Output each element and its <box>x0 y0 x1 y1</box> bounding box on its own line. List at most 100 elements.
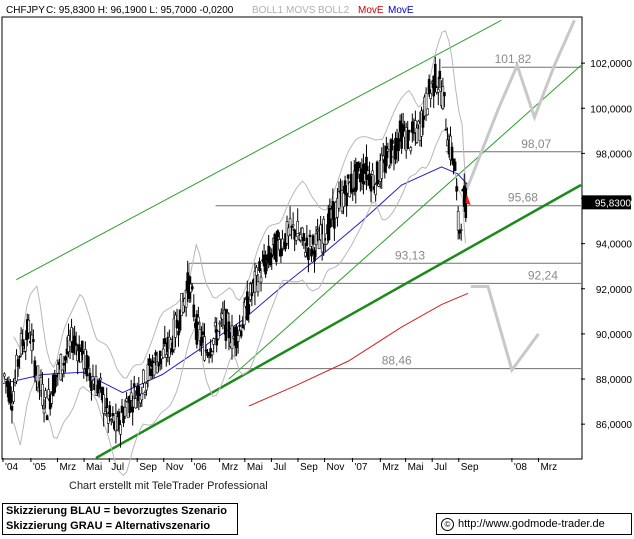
y-tick-label: 102,0000 <box>590 59 632 70</box>
candle-body <box>294 236 298 241</box>
candle-body <box>238 324 241 327</box>
candle-body <box>307 248 310 261</box>
chart-credit: Chart erstellt mit TeleTrader Profession… <box>69 480 268 492</box>
candle-body <box>337 191 341 209</box>
candle-body <box>111 413 115 417</box>
candle-body <box>45 415 49 421</box>
candle-body <box>455 186 458 192</box>
candle-body <box>319 224 322 240</box>
candle-body <box>258 261 261 271</box>
candle-body <box>165 354 168 358</box>
candle-body <box>369 175 373 192</box>
candle-body <box>190 286 194 290</box>
x-tick-label: Nov <box>166 462 184 473</box>
candle-body <box>249 283 252 300</box>
candle-body <box>32 339 35 342</box>
candle-body <box>42 408 46 414</box>
candle-body <box>181 301 185 313</box>
x-tick-label: Mrz <box>382 462 399 473</box>
candle-body <box>456 210 460 231</box>
candle-body <box>417 120 420 126</box>
copyright-icon: © <box>441 517 454 531</box>
x-tick-label: Mrz <box>59 462 76 473</box>
header-indicator-2: BOLL2 <box>318 5 350 16</box>
candle-body <box>386 148 390 152</box>
candle-body <box>302 233 306 242</box>
candle-body <box>149 368 153 377</box>
candle-body <box>102 394 105 414</box>
candle-body <box>342 192 345 208</box>
candle-body <box>16 359 20 367</box>
x-tick-label: Mai <box>408 462 424 473</box>
candle-body <box>4 379 8 382</box>
candle-body <box>18 355 21 358</box>
candle-body <box>406 130 410 149</box>
bollinger-upper <box>13 30 466 379</box>
candle-body <box>310 248 313 257</box>
candle-body <box>311 235 315 245</box>
series-channel-2 <box>228 65 582 380</box>
level-label: 88,46 <box>382 354 412 368</box>
header-indicator-4: MovE <box>388 5 414 16</box>
candle-body <box>161 348 165 358</box>
candle-body <box>253 271 257 293</box>
candle-body <box>61 369 64 375</box>
candle-body <box>438 70 442 80</box>
header-quote: C: 95,8300 H: 96,1900 L: 95,7000 -0,0200 <box>46 5 234 16</box>
candle-body <box>59 354 63 381</box>
candle-body <box>343 180 347 195</box>
candle-body <box>255 267 258 276</box>
candle-body <box>71 340 75 353</box>
x-tick-label: Jul <box>273 462 286 473</box>
candle-body <box>97 381 101 390</box>
candle-body <box>459 229 463 231</box>
candle-body <box>204 349 208 352</box>
candle-body <box>414 120 417 133</box>
x-axis: '04 '05 Mrz Mai Jul Sep Nov '06 Mrz Mai Jul Sep Nov '… <box>2 458 557 473</box>
candle-body <box>9 386 12 404</box>
last-price-badge <box>582 195 631 210</box>
candle-body <box>380 154 384 179</box>
level-label: 93,13 <box>395 248 425 262</box>
candle-body <box>262 254 266 267</box>
candle-body <box>39 377 43 391</box>
candle-body <box>366 170 370 176</box>
candle-body <box>154 352 157 356</box>
candle-body <box>175 319 179 329</box>
candle-body <box>73 335 76 345</box>
candle-body <box>41 383 44 406</box>
x-tick-label: Sep <box>461 462 479 473</box>
candle-body <box>377 183 381 187</box>
candle-body <box>137 385 141 401</box>
series-channel-1 <box>16 19 502 281</box>
source-url[interactable]: http://www.godmode-trader.de <box>458 518 605 530</box>
bollinger-lower <box>13 129 466 476</box>
candle-body <box>385 146 388 167</box>
candle-body <box>54 374 58 378</box>
x-tick-label: Mrz <box>222 462 239 473</box>
candle-body <box>397 138 400 152</box>
candle-body <box>281 238 284 249</box>
candle-body <box>192 304 196 318</box>
candle-body <box>53 375 57 393</box>
last-bar-marker <box>465 194 471 206</box>
candle-body <box>206 351 209 357</box>
x-tick-label: '06 <box>194 462 207 473</box>
candle-body <box>12 391 15 402</box>
candle-body <box>117 411 121 430</box>
candle-body <box>10 406 14 411</box>
candle-body <box>313 250 316 262</box>
candle-body <box>105 397 109 409</box>
candle-body <box>391 139 394 144</box>
source-link[interactable]: © http://www.godmode-trader.de <box>436 513 632 535</box>
candle-body <box>443 92 446 97</box>
candle-body <box>177 330 180 336</box>
candle-body <box>212 338 215 345</box>
candle-body <box>400 123 403 149</box>
candle-body <box>213 322 217 327</box>
header-indicator-0: BOLL1 <box>252 5 284 16</box>
candle-body <box>259 276 263 283</box>
candle-body <box>50 393 53 404</box>
candle-body <box>24 339 28 352</box>
x-tick-label: Jul <box>434 462 447 473</box>
